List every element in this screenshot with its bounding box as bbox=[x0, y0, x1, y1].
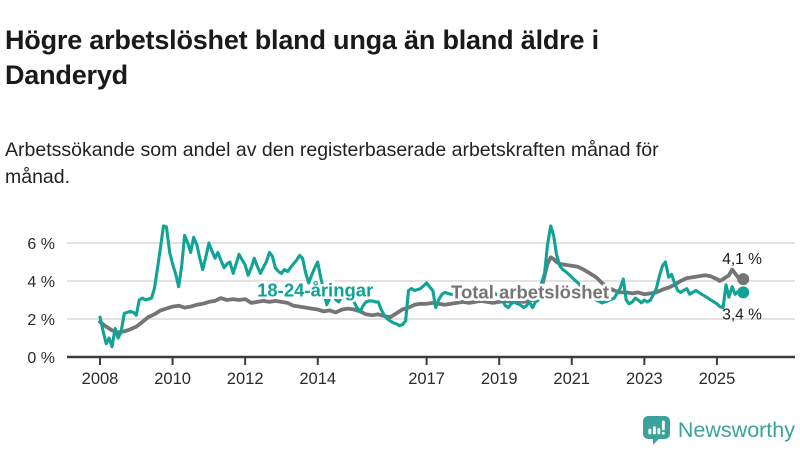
y-tick-label: 2 % bbox=[27, 312, 55, 329]
bar-2 bbox=[652, 426, 656, 435]
bar-1 bbox=[648, 428, 652, 435]
series-label-youth: 18-24-åringar bbox=[257, 280, 373, 301]
series-line-total bbox=[98, 255, 744, 335]
page-title: Högre arbetslöshet bland unga än bland ä… bbox=[5, 25, 599, 90]
brand-name: Newsworthy bbox=[677, 418, 795, 442]
y-tick-label: 6 % bbox=[27, 236, 55, 253]
chart-subtitle: Arbetssökande som andel av den registerb… bbox=[5, 138, 659, 188]
x-tick-label: 2023 bbox=[626, 370, 663, 388]
end-dot-total bbox=[737, 273, 750, 286]
exclamation-bar bbox=[661, 420, 665, 431]
x-tick-label: 2008 bbox=[82, 370, 119, 388]
series-line-youth bbox=[98, 224, 743, 349]
x-tick-label: 2019 bbox=[481, 370, 518, 388]
x-tick-label: 2017 bbox=[408, 370, 445, 388]
series-label-total: Total arbetslöshet bbox=[451, 281, 609, 302]
newsworthy-speech-bubble-bar-chart-icon bbox=[642, 416, 670, 445]
end-value-label-youth: 3,4 % bbox=[722, 306, 762, 323]
end-value-label-total: 4,1 % bbox=[722, 251, 762, 268]
x-tick-label: 2025 bbox=[699, 370, 736, 388]
exclamation-dot bbox=[661, 431, 665, 435]
y-tick-label: 0 % bbox=[27, 350, 55, 367]
x-tick-label: 2012 bbox=[227, 370, 264, 388]
x-tick-label: 2021 bbox=[553, 370, 590, 388]
bar-3 bbox=[657, 428, 661, 435]
brand-footer: Newsworthy bbox=[642, 415, 795, 446]
x-tick-label: 2014 bbox=[299, 370, 336, 388]
end-dot-youth bbox=[737, 286, 750, 299]
y-tick-label: 4 % bbox=[27, 274, 55, 291]
x-tick-label: 2010 bbox=[154, 370, 191, 388]
speech-bubble-shape bbox=[642, 416, 670, 445]
